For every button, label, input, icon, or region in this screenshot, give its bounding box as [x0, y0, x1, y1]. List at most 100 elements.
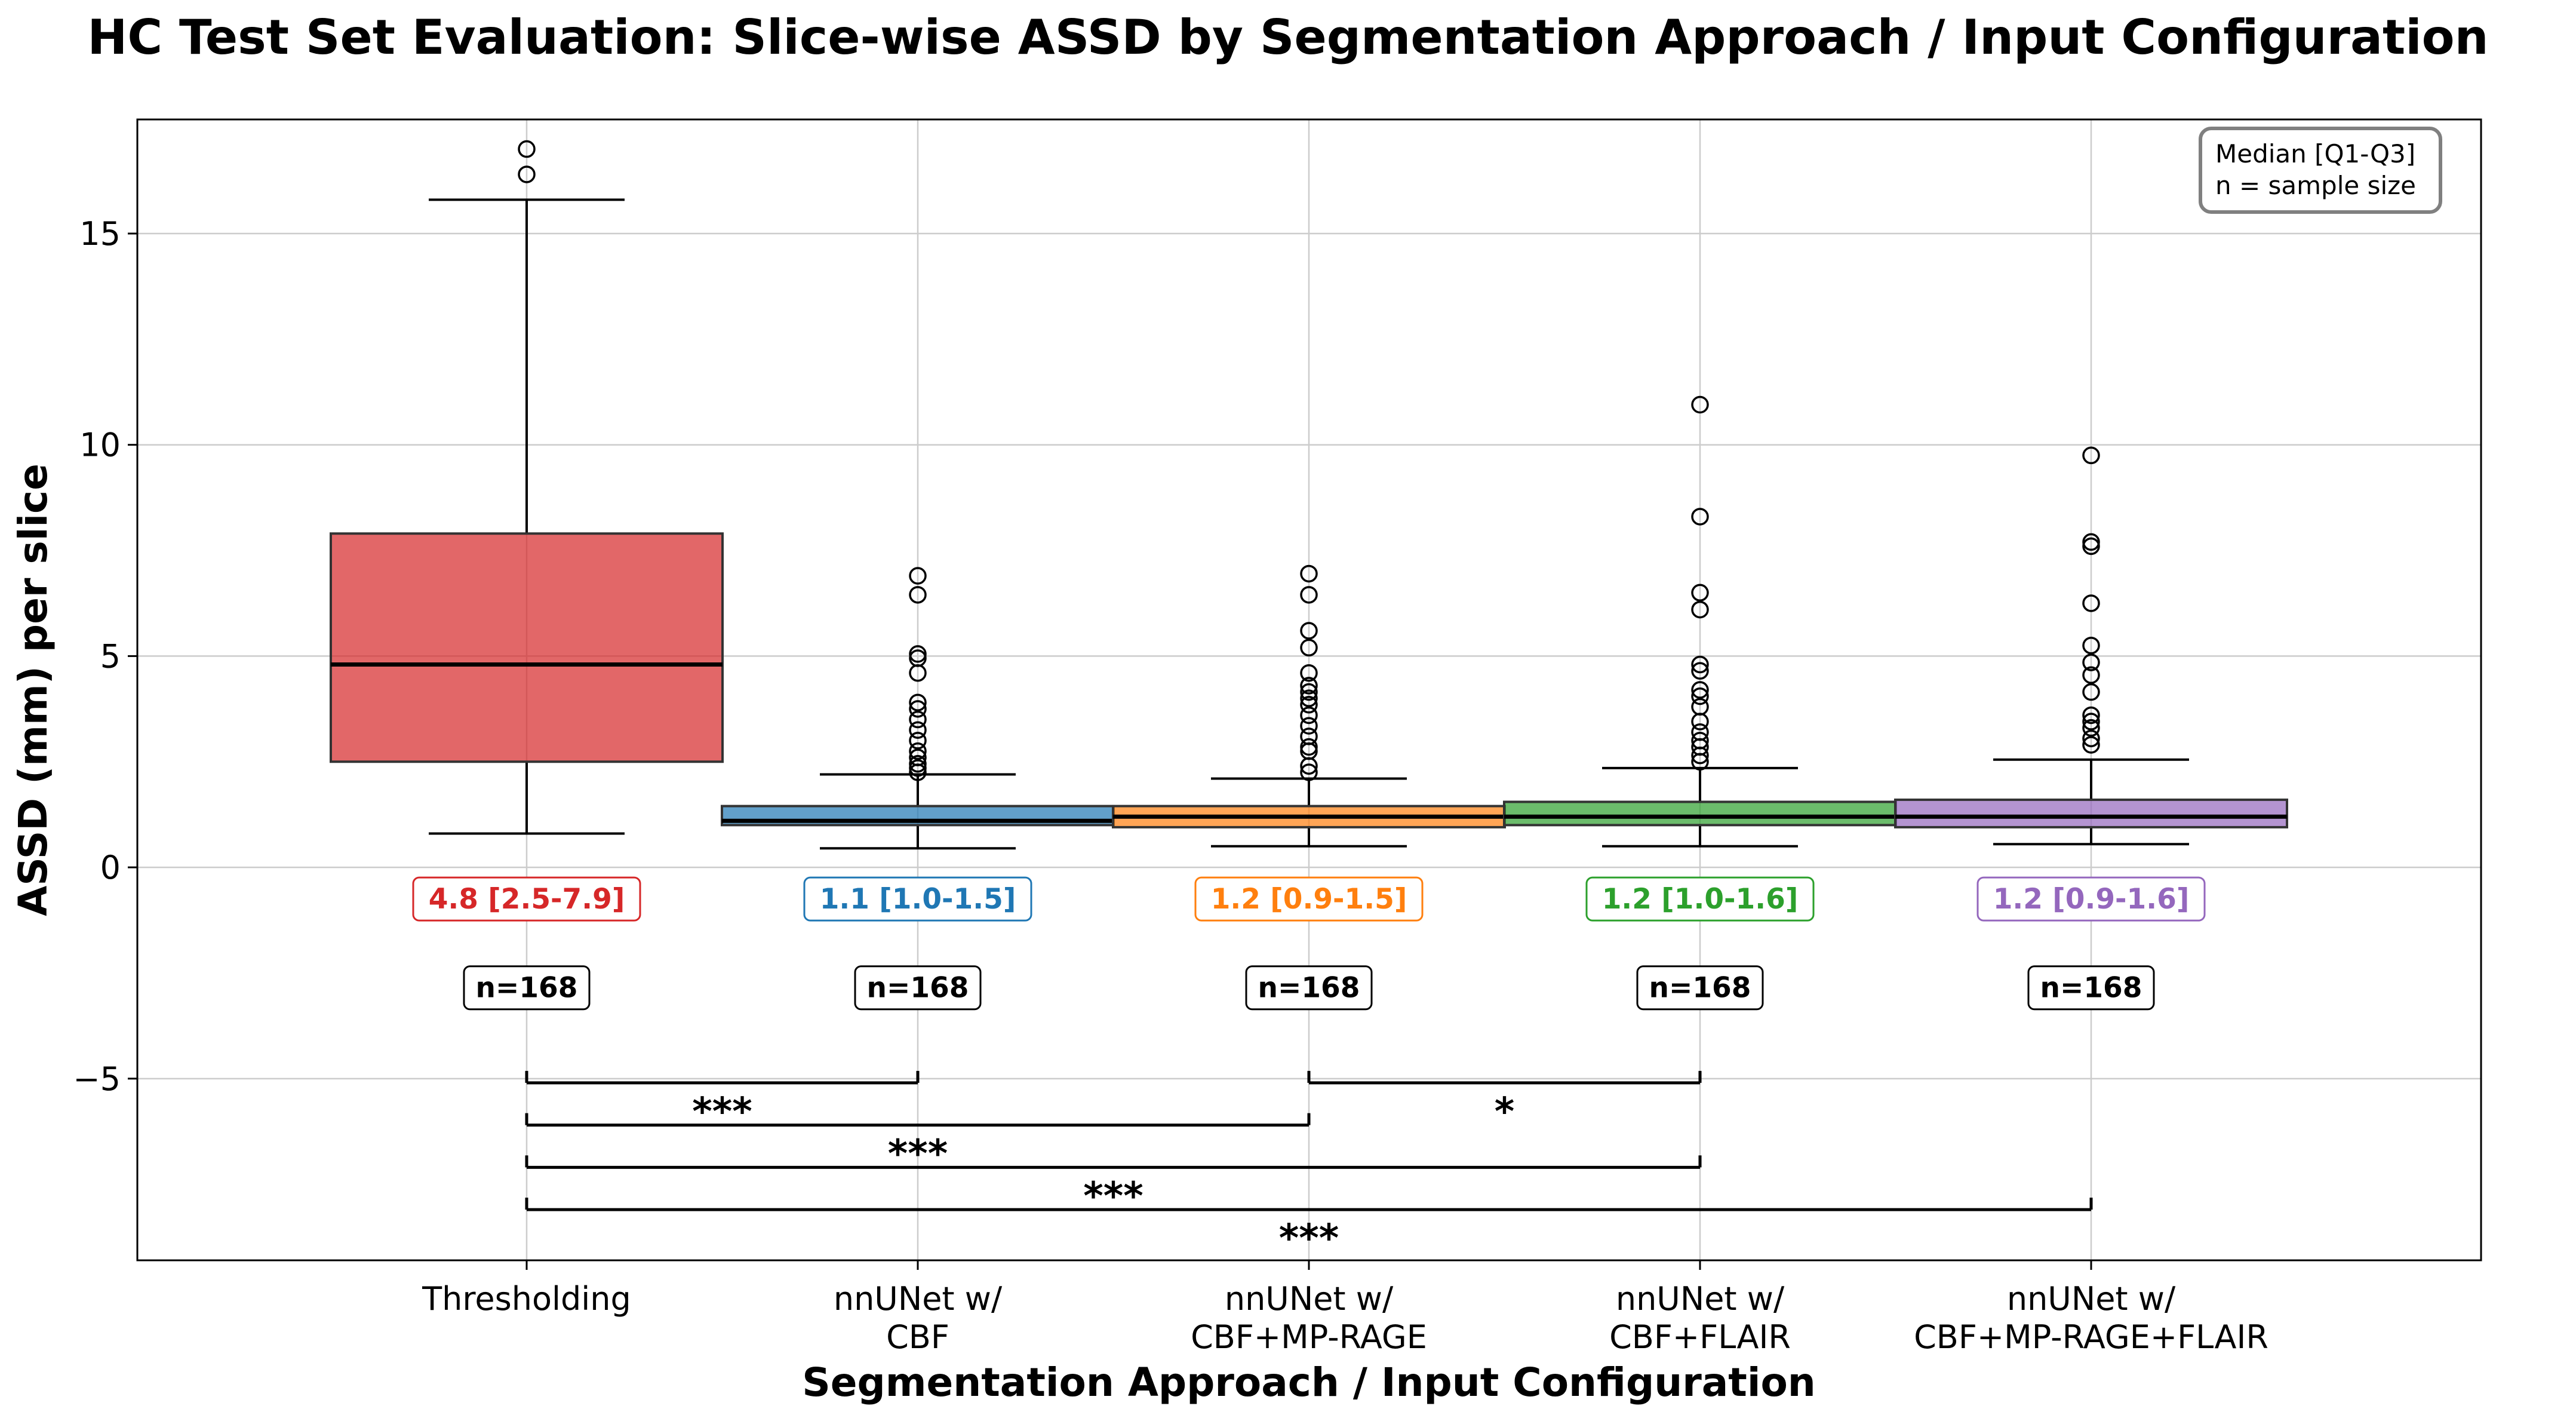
n-label-box	[463, 965, 591, 1011]
outlier-point	[1300, 738, 1318, 756]
stat-label-box	[412, 876, 641, 922]
y-tick-label: −5	[73, 1060, 121, 1098]
outlier-point	[2082, 537, 2100, 555]
chart-title: HC Test Set Evaluation: Slice-wise ASSD …	[87, 10, 2488, 65]
outlier-point	[2082, 636, 2100, 655]
outlier-point	[2082, 719, 2100, 737]
outlier-point	[1691, 508, 1709, 526]
outlier-point	[518, 140, 536, 158]
box-body	[1503, 800, 1897, 827]
significance-bracket: ***	[525, 1070, 920, 1134]
outlier-point	[1300, 689, 1318, 707]
outlier-point	[2082, 594, 2100, 612]
outlier-point	[1300, 683, 1318, 701]
box-group	[330, 140, 724, 835]
x-tick-label: nnUNet w/	[1616, 1280, 1785, 1318]
x-tick-label: nnUNet w/	[834, 1280, 1003, 1318]
outlier-point	[1691, 600, 1709, 619]
x-tick-label: nnUNet w/	[2007, 1280, 2176, 1318]
outlier-point	[1691, 662, 1709, 680]
n-label-box	[1245, 965, 1373, 1011]
box-group	[1112, 564, 1506, 848]
significance-bracket: ***	[525, 1198, 2093, 1261]
outlier-point	[2082, 729, 2100, 748]
box-group	[1894, 446, 2288, 846]
box-group	[721, 567, 1115, 850]
x-tick-label: CBF	[886, 1318, 949, 1356]
stat-label-box	[803, 876, 1032, 922]
outlier-point	[909, 732, 927, 750]
outlier-point	[1691, 732, 1709, 750]
outlier-point	[909, 721, 927, 739]
outlier-point	[2082, 653, 2100, 671]
outlier-point	[909, 748, 927, 766]
box-body	[1894, 798, 2288, 828]
y-tick-label: 15	[79, 215, 121, 253]
outlier-point	[1691, 687, 1709, 705]
y-axis-ticks: −5 0 5 10 15	[73, 215, 137, 1098]
significance-stars: ***	[1279, 1217, 1339, 1261]
outlier-point	[1300, 717, 1318, 735]
legend-frame	[2199, 127, 2442, 214]
box-body	[330, 532, 724, 763]
outlier-point	[909, 586, 927, 604]
n-label: n=168	[2040, 972, 2142, 1005]
outlier-point	[1691, 584, 1709, 602]
significance-brackets: *** **********	[525, 1070, 2093, 1261]
outlier-point	[1300, 564, 1318, 583]
outlier-point	[1300, 728, 1318, 745]
outlier-point	[1691, 723, 1709, 741]
stat-label: 1.2 [1.0-1.6]	[1602, 883, 1799, 916]
x-axis-label: Segmentation Approach / Input Configurat…	[802, 1359, 1816, 1405]
outlier-point	[909, 755, 927, 773]
n-label-box	[854, 965, 982, 1011]
n-label: n=168	[1649, 972, 1751, 1005]
y-axis-label: ASSD (mm) per slice	[10, 464, 56, 916]
outlier-point	[909, 710, 927, 729]
legend-box: Median [Q1-Q3] n = sample size	[2199, 127, 2442, 214]
outlier-point	[909, 693, 927, 711]
outlier-point	[518, 165, 536, 183]
outlier-point	[1691, 698, 1709, 716]
outlier-point	[1300, 696, 1318, 714]
outlier-point	[2082, 683, 2100, 701]
x-tick-label: Thresholding	[422, 1280, 631, 1318]
y-tick-label: 10	[79, 426, 121, 464]
significance-bracket: *	[1307, 1070, 1702, 1134]
legend-line-median: Median [Q1-Q3]	[2215, 139, 2415, 168]
outlier-point	[1691, 395, 1709, 414]
outlier-point	[2082, 713, 2100, 731]
significance-bracket: ***	[525, 1155, 1702, 1219]
x-tick-label: nnUNet w/	[1225, 1280, 1394, 1318]
outlier-point	[909, 742, 927, 760]
stat-label-box	[1976, 876, 2206, 922]
stat-label-box	[1585, 876, 1815, 922]
legend-line-n: n = sample size	[2215, 171, 2416, 200]
outlier-point	[909, 700, 927, 718]
y-tick-label: 0	[100, 849, 121, 886]
outlier-point	[1300, 622, 1318, 640]
outlier-point	[1300, 763, 1318, 781]
outlier-point	[909, 567, 927, 585]
stat-label: 1.2 [0.9-1.6]	[1993, 883, 2190, 916]
significance-stars: *	[1495, 1090, 1514, 1134]
box-group	[1503, 395, 1897, 848]
outlier-point	[1300, 586, 1318, 604]
n-label: n=168	[1258, 972, 1360, 1005]
outlier-point	[909, 759, 927, 777]
outlier-point	[909, 649, 927, 667]
significance-bracket: ***	[525, 1113, 1311, 1177]
outlier-point	[2082, 446, 2100, 465]
significance-stars: ***	[888, 1132, 948, 1177]
x-tick-label: CBF+MP-RAGE+FLAIR	[1914, 1318, 2268, 1356]
outlier-point	[1300, 664, 1318, 682]
outlier-point	[1300, 639, 1318, 657]
significance-stars: ***	[692, 1090, 752, 1134]
outlier-point	[2082, 666, 2100, 684]
n-label: n=168	[476, 972, 578, 1005]
n-label-box	[1636, 965, 1764, 1011]
stat-labels: 4.8 [2.5-7.9] n=168 1.1 [1.0-1.5] n=168 1.2 …	[412, 876, 2206, 1011]
outlier-point	[2082, 706, 2100, 725]
